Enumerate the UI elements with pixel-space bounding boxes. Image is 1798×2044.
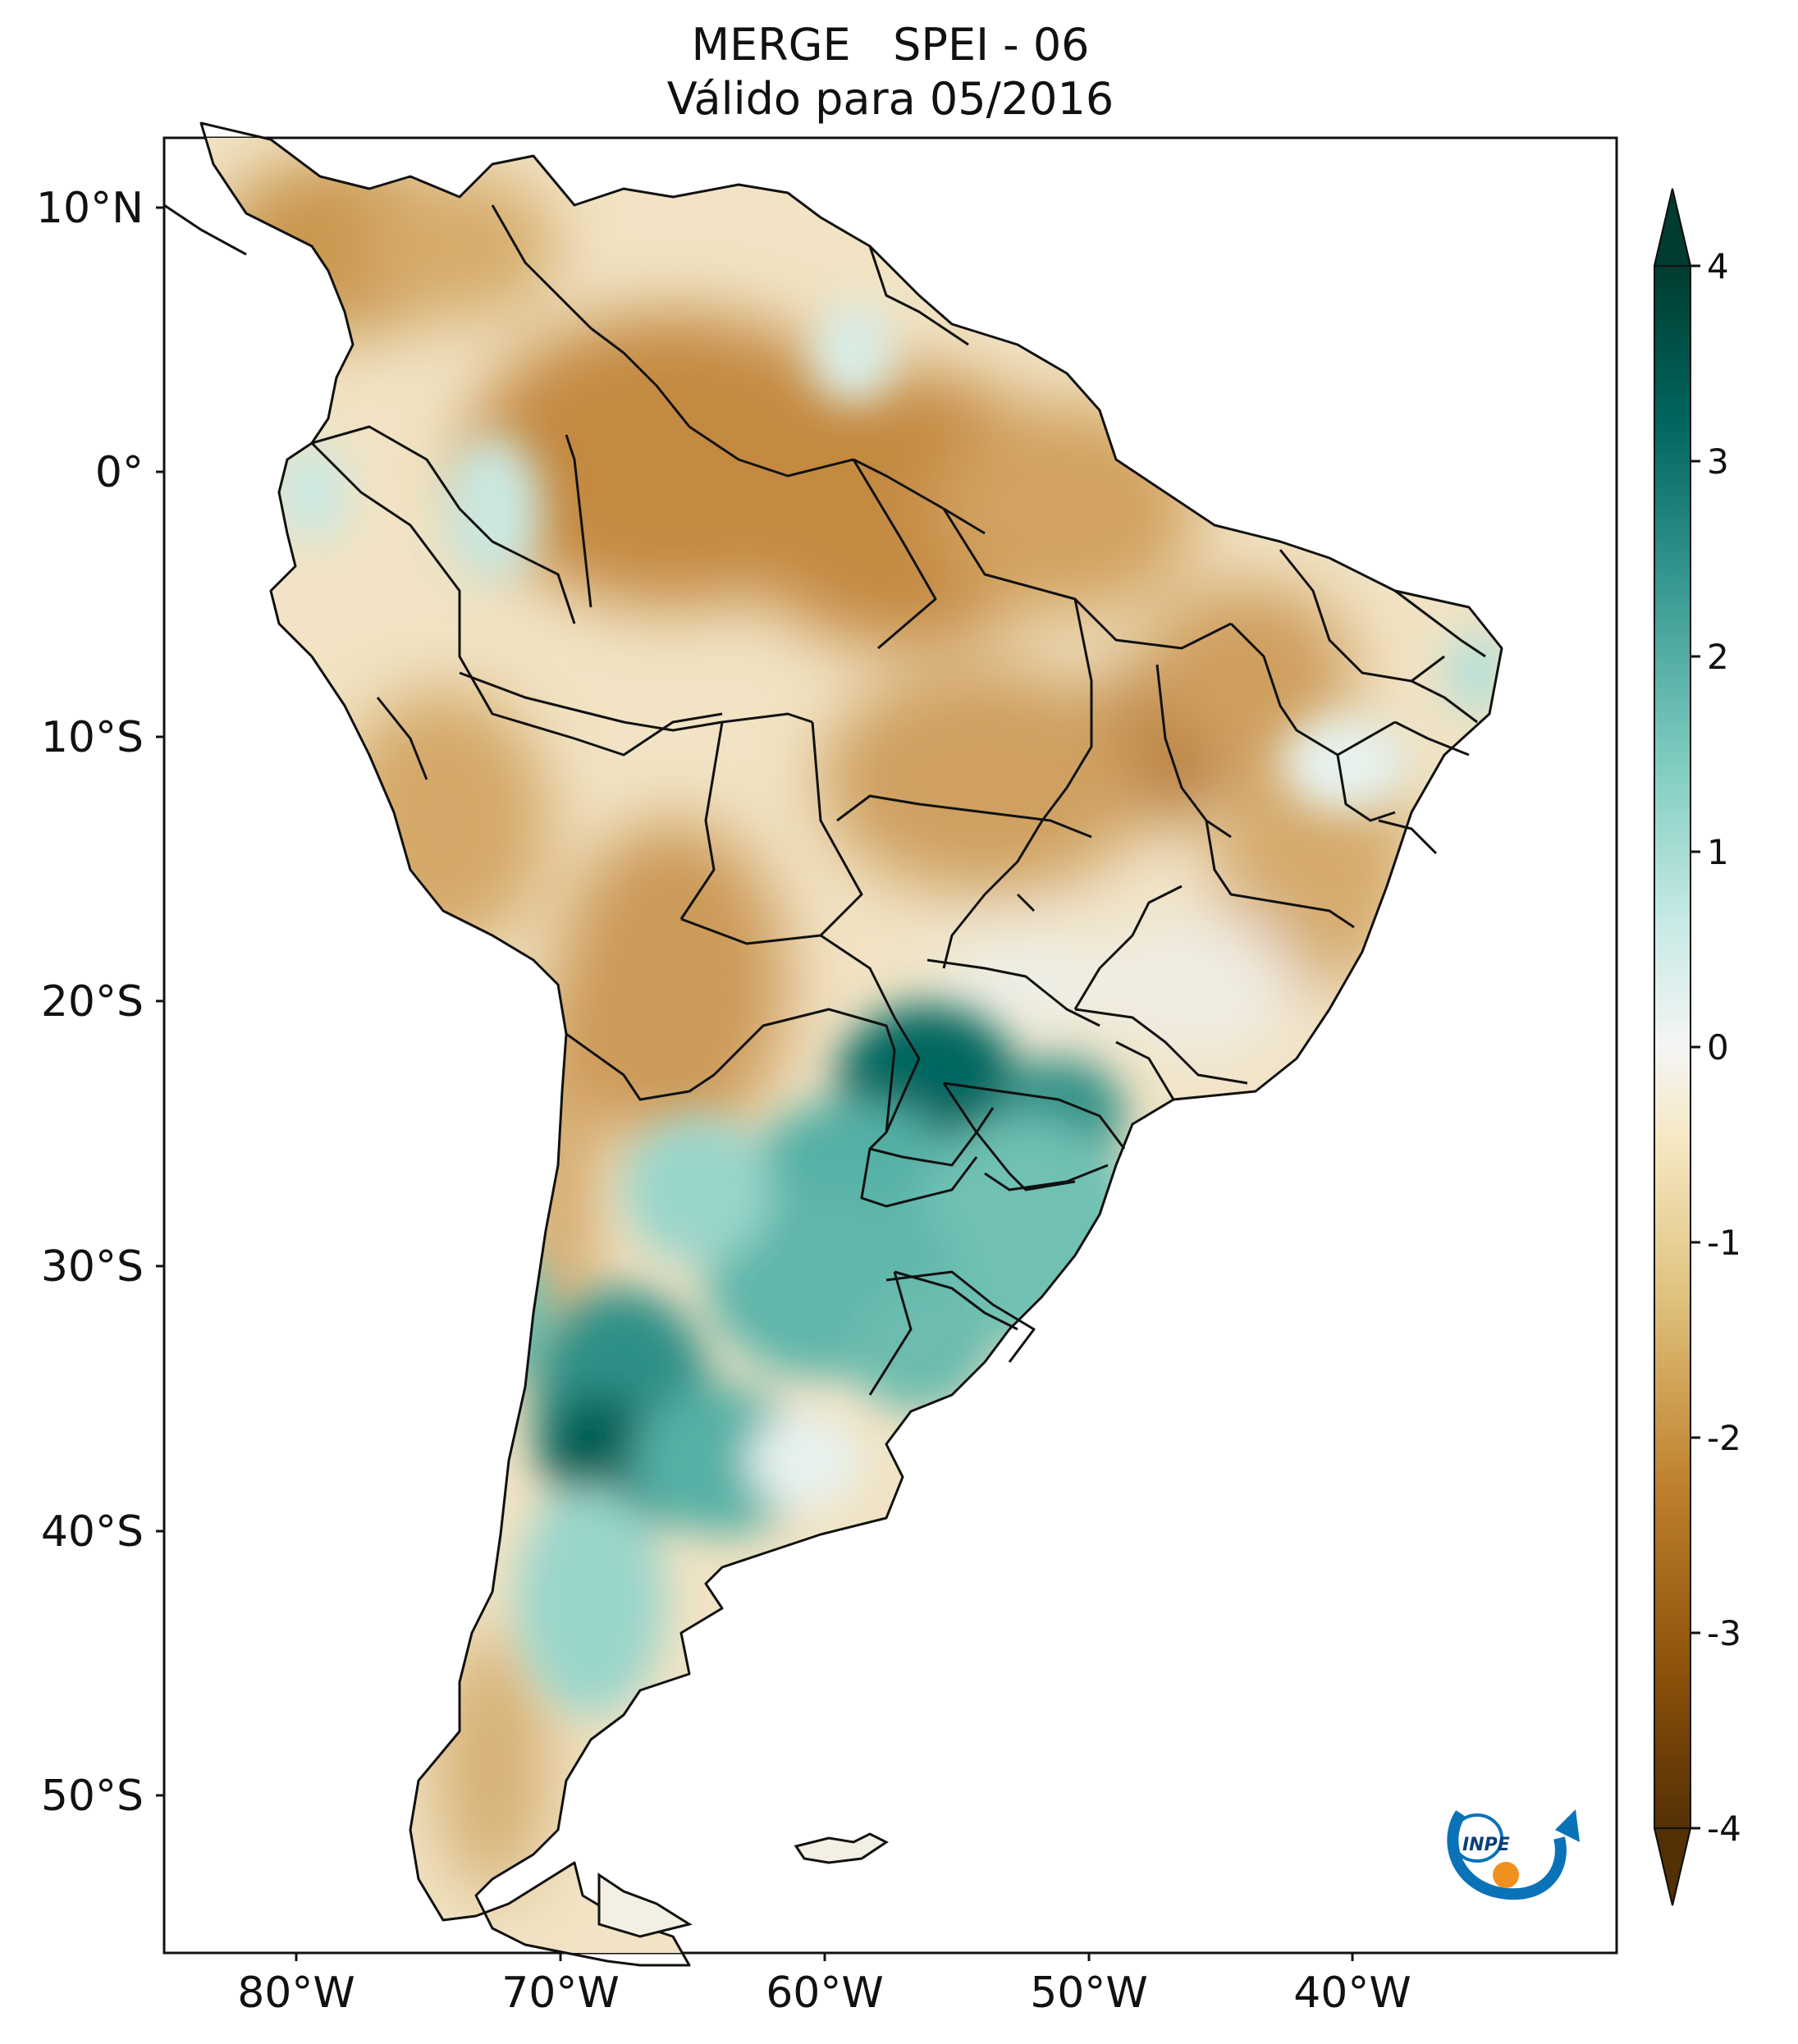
colorbar-tick: 2 xyxy=(1707,637,1729,677)
map-title: MERGE SPEI - 06 xyxy=(691,19,1090,71)
lat-label: 0° xyxy=(95,448,144,497)
colorbar-tick: -2 xyxy=(1707,1418,1741,1458)
colorbar: 4 3 2 1 0 -1 -2 -3 -4 xyxy=(1653,188,1741,1906)
colorbar-tick: -1 xyxy=(1707,1223,1741,1263)
lon-label: 80°W xyxy=(237,1969,355,2018)
colorbar-tick: 3 xyxy=(1707,441,1729,482)
colorbar-tick: -4 xyxy=(1707,1809,1741,1849)
logo-text: INPE xyxy=(1462,1835,1510,1855)
inpe-logo: INPE xyxy=(1447,1809,1580,1900)
lat-ticks xyxy=(156,206,164,1797)
colorbar-gradient xyxy=(1654,266,1690,1828)
lat-label: 20°S xyxy=(41,977,144,1027)
lat-label: 40°S xyxy=(41,1507,144,1557)
lat-label: 30°S xyxy=(41,1242,144,1292)
colorbar-tick: 0 xyxy=(1707,1027,1729,1068)
islands xyxy=(597,1832,889,1938)
lat-label: 10°N xyxy=(36,184,144,233)
lat-label: 10°S xyxy=(41,713,144,762)
lon-label: 60°W xyxy=(766,1969,884,2018)
lon-labels: 80°W 70°W 60°W 50°W 40°W xyxy=(237,1969,1411,2018)
borders xyxy=(163,121,1503,1967)
lon-label: 50°W xyxy=(1030,1969,1148,2018)
lon-ticks xyxy=(295,1953,1354,1961)
colorbar-tick: 1 xyxy=(1707,832,1729,872)
colorbar-tick: 4 xyxy=(1707,246,1729,286)
lon-label: 40°W xyxy=(1293,1969,1411,2018)
colorbar-extend-high xyxy=(1653,188,1692,267)
map-subtitle: Válido para 05/2016 xyxy=(666,73,1114,125)
colorbar-extend-low xyxy=(1653,1827,1692,1906)
colorbar-tick: -3 xyxy=(1707,1613,1741,1653)
lat-label: 50°S xyxy=(41,1772,144,1821)
lat-labels: 10°N 0° 10°S 20°S 30°S 40°S 50°S xyxy=(36,184,144,1821)
lon-label: 70°W xyxy=(501,1969,620,2018)
